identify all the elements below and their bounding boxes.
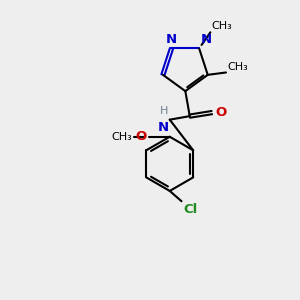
Text: H: H <box>160 106 169 116</box>
Text: N: N <box>166 33 177 46</box>
Text: O: O <box>136 130 147 143</box>
Text: CH₃: CH₃ <box>112 132 132 142</box>
Text: CH₃: CH₃ <box>227 61 248 72</box>
Text: N: N <box>158 121 169 134</box>
Text: CH₃: CH₃ <box>211 21 232 31</box>
Text: O: O <box>215 106 226 119</box>
Text: Cl: Cl <box>183 203 197 216</box>
Text: N: N <box>201 33 212 46</box>
